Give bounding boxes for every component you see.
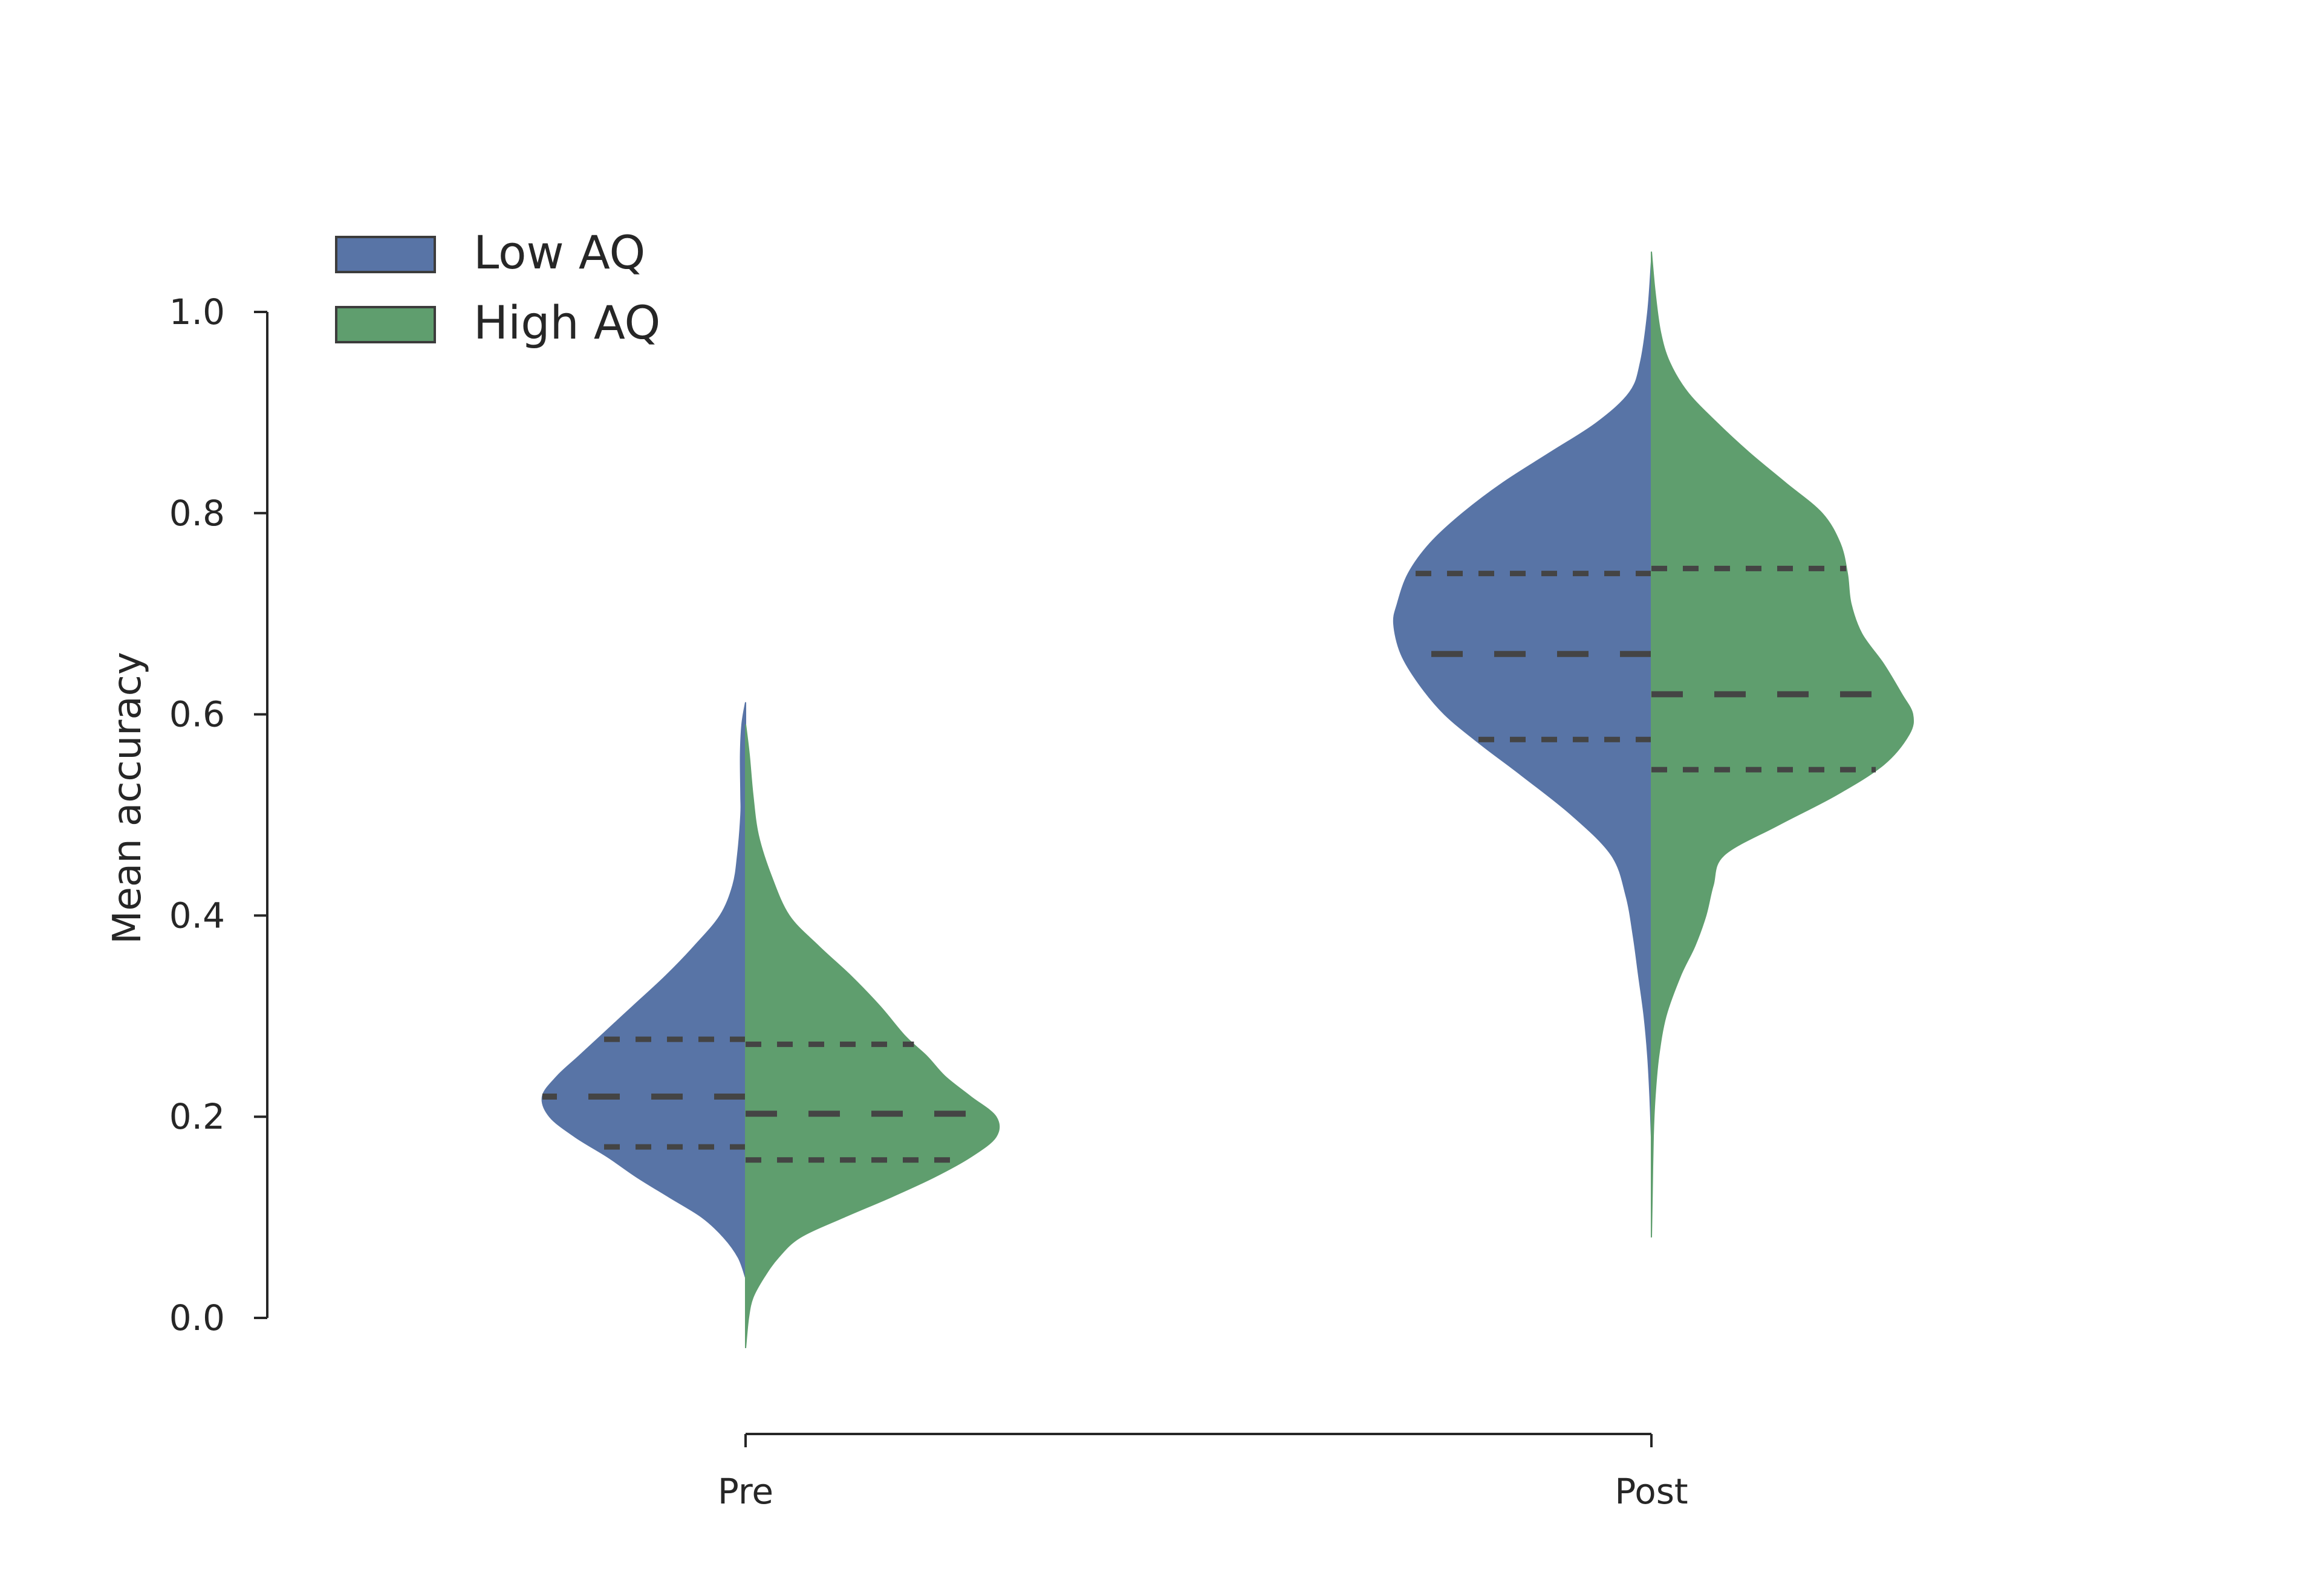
- x-tick-label-pre: Pre: [718, 1471, 773, 1512]
- y-axis-title: Mean accuracy: [105, 652, 150, 944]
- violin-pre-high-aq: [745, 724, 1000, 1348]
- violin-pre-low-aq: [541, 702, 746, 1278]
- y-tick-label: 0.6: [169, 694, 225, 735]
- x-axis: Pre Post: [718, 1433, 1688, 1512]
- x-tick-label-post: Post: [1615, 1471, 1688, 1512]
- legend-swatch-high-aq: [335, 306, 436, 343]
- y-tick-label: 0.0: [169, 1297, 225, 1338]
- y-tick-label: 1.0: [169, 291, 225, 332]
- y-axis: 0.0 0.2 0.4 0.6 0.8 1.0: [169, 291, 268, 1338]
- y-tick-label: 0.2: [169, 1096, 225, 1137]
- legend-label-high-aq: High AQ: [473, 296, 660, 349]
- legend: Low AQ High AQ: [335, 225, 660, 349]
- y-tick-label: 0.8: [169, 493, 225, 534]
- y-tick-label: 0.4: [169, 895, 225, 936]
- plot-area: [541, 251, 1914, 1348]
- legend-label-low-aq: Low AQ: [473, 225, 645, 279]
- legend-swatch-low-aq: [335, 236, 436, 273]
- violin-post-high-aq: [1651, 251, 1914, 1238]
- violin-post-low-aq: [1393, 261, 1652, 1137]
